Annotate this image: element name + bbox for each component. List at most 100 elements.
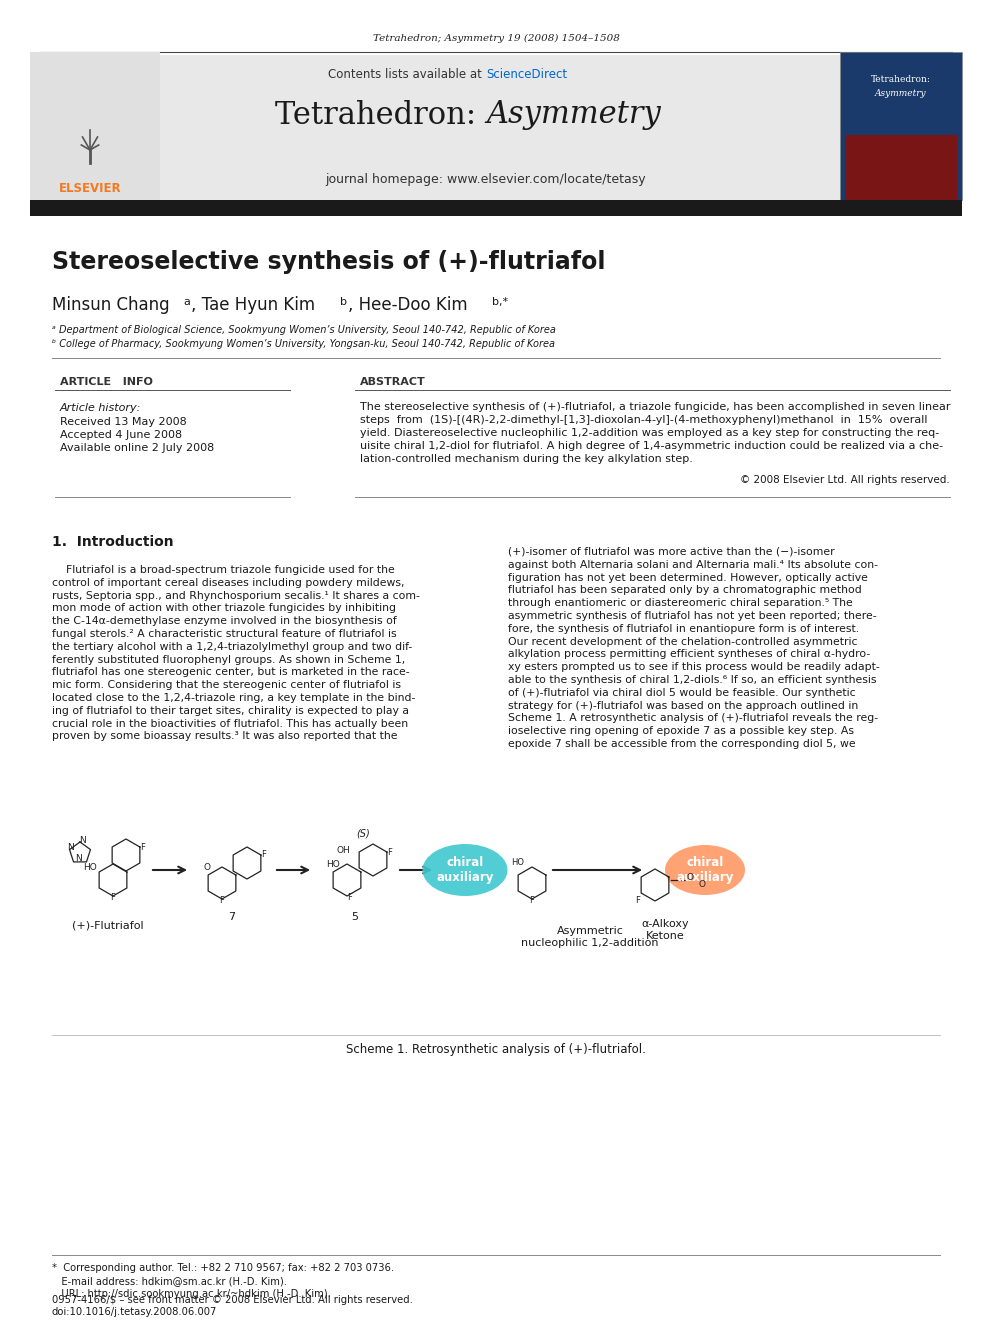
Text: Tetrahedron:: Tetrahedron:: [275, 99, 486, 131]
Text: *  Corresponding author. Tel.: +82 2 710 9567; fax: +82 2 703 0736.: * Corresponding author. Tel.: +82 2 710 …: [52, 1263, 394, 1273]
Text: URL: http://sdic.sookmyung.ac.kr/~hdkim (H.-D. Kim).: URL: http://sdic.sookmyung.ac.kr/~hdkim …: [52, 1289, 331, 1299]
Text: 7: 7: [228, 912, 235, 922]
Text: against both Alternaria solani and Alternaria mali.⁴ Its absolute con-: against both Alternaria solani and Alter…: [508, 560, 878, 570]
Text: F: F: [636, 896, 641, 905]
Text: O: O: [698, 880, 705, 889]
Text: Minsun Chang: Minsun Chang: [52, 296, 170, 314]
Text: F: F: [110, 893, 115, 902]
Text: fungal sterols.² A characteristic structural feature of flutriafol is: fungal sterols.² A characteristic struct…: [52, 628, 397, 639]
Text: Tetrahedron; Asymmetry 19 (2008) 1504–1508: Tetrahedron; Asymmetry 19 (2008) 1504–15…: [373, 33, 619, 42]
Text: Received 13 May 2008: Received 13 May 2008: [60, 417, 186, 427]
Text: Tetrahedron:: Tetrahedron:: [871, 75, 930, 85]
Text: doi:10.1016/j.tetasy.2008.06.007: doi:10.1016/j.tetasy.2008.06.007: [52, 1307, 217, 1316]
Text: 1.  Introduction: 1. Introduction: [52, 534, 174, 549]
Text: control of important cereal diseases including powdery mildews,: control of important cereal diseases inc…: [52, 578, 405, 587]
Text: journal homepage: www.elsevier.com/locate/tetasy: journal homepage: www.elsevier.com/locat…: [325, 173, 647, 187]
Text: F: F: [141, 843, 146, 852]
Text: auxiliary: auxiliary: [436, 872, 494, 885]
Text: ARTICLE   INFO: ARTICLE INFO: [60, 377, 153, 388]
Text: α-Alkoxy
Ketone: α-Alkoxy Ketone: [641, 919, 688, 941]
Text: Article history:: Article history:: [60, 404, 142, 413]
Text: ABSTRACT: ABSTRACT: [360, 377, 426, 388]
Text: O: O: [203, 863, 210, 872]
Bar: [30, 200, 962, 216]
Text: ferently substituted fluorophenyl groups. As shown in Scheme 1,: ferently substituted fluorophenyl groups…: [52, 655, 406, 664]
Text: Contents lists available at: Contents lists available at: [328, 69, 486, 82]
Text: The stereoselective synthesis of (+)-flutriafol, a triazole fungicide, has been : The stereoselective synthesis of (+)-flu…: [360, 402, 950, 411]
Text: ᵃ Department of Biological Science, Sookmyung Women’s University, Seoul 140-742,: ᵃ Department of Biological Science, Sook…: [52, 325, 556, 335]
Bar: [845, 135, 957, 200]
Text: figuration has not yet been determined. However, optically active: figuration has not yet been determined. …: [508, 573, 868, 582]
Text: crucial role in the bioactivities of flutriafol. This has actually been: crucial role in the bioactivities of flu…: [52, 718, 408, 729]
Text: the tertiary alcohol with a 1,2,4-triazolylmethyl group and two dif-: the tertiary alcohol with a 1,2,4-triazo…: [52, 642, 413, 652]
Text: Stereoselective synthesis of (+)-flutriafol: Stereoselective synthesis of (+)-flutria…: [52, 250, 605, 274]
Text: auxiliary: auxiliary: [677, 872, 734, 885]
Text: able to the synthesis of chiral 1,2-diols.⁶ If so, an efficient synthesis: able to the synthesis of chiral 1,2-diol…: [508, 675, 877, 685]
Bar: [30, 56, 962, 200]
Text: mic form. Considering that the stereogenic center of flutriafol is: mic form. Considering that the stereogen…: [52, 680, 401, 691]
Text: F: F: [388, 848, 393, 857]
Text: strategy for (+)-flutriafol was based on the approach outlined in: strategy for (+)-flutriafol was based on…: [508, 701, 858, 710]
Text: epoxide 7 shall be accessible from the corresponding diol 5, we: epoxide 7 shall be accessible from the c…: [508, 740, 856, 749]
Text: Asymmetry: Asymmetry: [486, 99, 661, 131]
Text: the C-14α-demethylase enzyme involved in the biosynthesis of: the C-14α-demethylase enzyme involved in…: [52, 617, 397, 626]
Text: through enantiomeric or diastereomeric chiral separation.⁵ The: through enantiomeric or diastereomeric c…: [508, 598, 853, 609]
Text: , Hee-Doo Kim: , Hee-Doo Kim: [348, 296, 467, 314]
Text: O: O: [686, 873, 693, 882]
Text: ELSEVIER: ELSEVIER: [59, 181, 121, 194]
Text: proven by some bioassay results.³ It was also reported that the: proven by some bioassay results.³ It was…: [52, 732, 398, 741]
Text: uisite chiral 1,2-diol for flutriafol. A high degree of 1,4-asymmetric induction: uisite chiral 1,2-diol for flutriafol. A…: [360, 441, 943, 451]
Text: b,*: b,*: [492, 296, 508, 307]
Bar: [30, 52, 160, 200]
Text: F: F: [219, 896, 224, 905]
Text: mon mode of action with other triazole fungicides by inhibiting: mon mode of action with other triazole f…: [52, 603, 396, 614]
Text: F: F: [262, 849, 267, 859]
Ellipse shape: [423, 844, 508, 896]
Text: flutriafol has been separated only by a chromatographic method: flutriafol has been separated only by a …: [508, 585, 862, 595]
Ellipse shape: [665, 845, 745, 894]
Text: N: N: [79, 836, 86, 845]
Text: N: N: [66, 843, 73, 852]
Text: located close to the 1,2,4-triazole ring, a key template in the bind-: located close to the 1,2,4-triazole ring…: [52, 693, 416, 703]
Text: , Tae Hyun Kim: , Tae Hyun Kim: [191, 296, 315, 314]
Text: HO: HO: [512, 859, 525, 867]
Text: © 2008 Elsevier Ltd. All rights reserved.: © 2008 Elsevier Ltd. All rights reserved…: [740, 475, 950, 486]
Text: ᵇ College of Pharmacy, Sookmyung Women’s University, Yongsan-ku, Seoul 140-742, : ᵇ College of Pharmacy, Sookmyung Women’s…: [52, 339, 555, 349]
Text: fore, the synthesis of flutriafol in enantiopure form is of interest.: fore, the synthesis of flutriafol in ena…: [508, 624, 859, 634]
Text: rusts, Septoria spp., and Rhynchosporium secalis.¹ It shares a com-: rusts, Septoria spp., and Rhynchosporium…: [52, 590, 420, 601]
Text: chiral: chiral: [686, 856, 723, 869]
Text: F: F: [347, 893, 352, 902]
Text: F: F: [530, 896, 535, 905]
Text: 5: 5: [351, 912, 358, 922]
Text: chiral: chiral: [446, 856, 484, 869]
Text: N: N: [74, 855, 81, 863]
Text: yield. Diastereoselective nucleophilic 1,2-addition was employed as a key step f: yield. Diastereoselective nucleophilic 1…: [360, 429, 939, 438]
Text: alkylation process permitting efficient syntheses of chiral α-hydro-: alkylation process permitting efficient …: [508, 650, 870, 659]
Text: Accepted 4 June 2008: Accepted 4 June 2008: [60, 430, 183, 441]
Text: a: a: [183, 296, 189, 307]
Text: Scheme 1. Retrosynthetic analysis of (+)-flutriafol.: Scheme 1. Retrosynthetic analysis of (+)…: [346, 1044, 646, 1057]
Text: HO: HO: [83, 863, 97, 872]
Text: 0957-4166/$ – see front matter © 2008 Elsevier Ltd. All rights reserved.: 0957-4166/$ – see front matter © 2008 El…: [52, 1295, 413, 1304]
Text: ing of flutriafol to their target sites, chirality is expected to play a: ing of flutriafol to their target sites,…: [52, 705, 409, 716]
Text: OH: OH: [336, 845, 350, 855]
Text: Asymmetric
nucleophilic 1,2-addition: Asymmetric nucleophilic 1,2-addition: [521, 926, 659, 947]
Text: Scheme 1. A retrosynthetic analysis of (+)-flutriafol reveals the reg-: Scheme 1. A retrosynthetic analysis of (…: [508, 713, 878, 724]
Text: Our recent development of the chelation-controlled asymmetric: Our recent development of the chelation-…: [508, 636, 857, 647]
Text: of (+)-flutriafol via chiral diol 5 would be feasible. Our synthetic: of (+)-flutriafol via chiral diol 5 woul…: [508, 688, 856, 697]
Text: (+)-Flutriafol: (+)-Flutriafol: [72, 919, 144, 930]
Text: asymmetric synthesis of flutriafol has not yet been reported; there-: asymmetric synthesis of flutriafol has n…: [508, 611, 877, 620]
Text: HO: HO: [326, 860, 340, 869]
Text: Flutriafol is a broad-spectrum triazole fungicide used for the: Flutriafol is a broad-spectrum triazole …: [52, 565, 395, 576]
Text: ioselective ring opening of epoxide 7 as a possible key step. As: ioselective ring opening of epoxide 7 as…: [508, 726, 854, 736]
Text: E-mail address: hdkim@sm.ac.kr (H.-D. Kim).: E-mail address: hdkim@sm.ac.kr (H.-D. Ki…: [52, 1275, 287, 1286]
Text: b: b: [340, 296, 347, 307]
Text: lation-controlled mechanism during the key alkylation step.: lation-controlled mechanism during the k…: [360, 454, 692, 464]
Text: steps  from  (1S)-[(4R)-2,2-dimethyl-[1,3]-dioxolan-4-yl]-(4-methoxyphenyl)metha: steps from (1S)-[(4R)-2,2-dimethyl-[1,3]…: [360, 415, 928, 425]
Text: (+)-isomer of flutriafol was more active than the (−)-isomer: (+)-isomer of flutriafol was more active…: [508, 546, 834, 557]
Text: Asymmetry: Asymmetry: [875, 89, 927, 98]
Text: flutriafol has one stereogenic center, but is marketed in the race-: flutriafol has one stereogenic center, b…: [52, 667, 410, 677]
Bar: [840, 52, 962, 200]
Text: (S): (S): [356, 830, 370, 839]
Text: xy esters prompted us to see if this process would be readily adapt-: xy esters prompted us to see if this pro…: [508, 663, 880, 672]
